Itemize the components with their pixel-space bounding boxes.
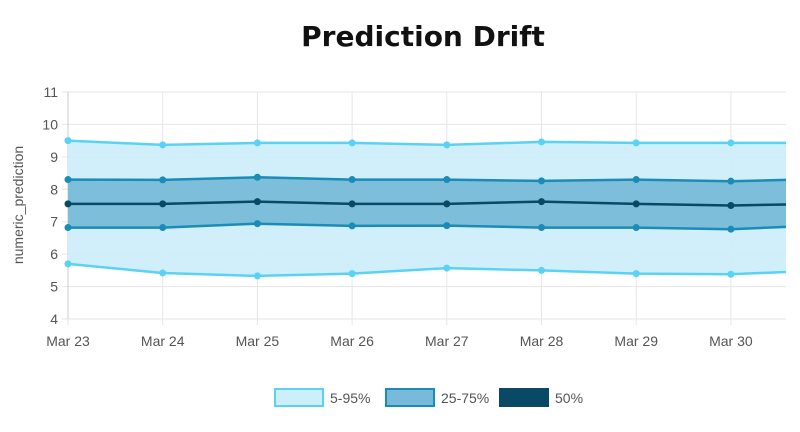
data-point <box>348 270 356 278</box>
data-point <box>253 220 261 228</box>
median-point <box>443 200 451 208</box>
y-tick-label: 6 <box>50 246 58 262</box>
data-point <box>64 176 72 184</box>
x-tick-label: Mar 25 <box>236 333 280 349</box>
y-tick-label: 11 <box>43 84 58 100</box>
median-point <box>538 198 545 206</box>
data-point <box>159 269 167 277</box>
series-points <box>64 137 735 280</box>
x-tick-label: Mar 26 <box>330 333 374 349</box>
data-point <box>159 176 167 184</box>
data-point <box>538 138 545 146</box>
y-tick-label: 9 <box>50 149 58 165</box>
x-tick-label: Mar 28 <box>520 333 564 349</box>
y-tick-label: 8 <box>50 181 58 197</box>
data-point <box>538 266 545 274</box>
y-tick-label: 5 <box>50 279 58 295</box>
median-point <box>727 202 735 209</box>
legend-label: 50% <box>555 390 583 406</box>
median-point <box>253 198 261 206</box>
data-point <box>727 177 735 185</box>
y-tick-label: 7 <box>50 214 58 230</box>
x-tick-label: Mar 29 <box>614 333 658 349</box>
legend-swatch <box>385 388 435 407</box>
chart-title: Prediction Drift <box>301 20 545 53</box>
data-point <box>348 222 356 230</box>
data-point <box>443 264 451 272</box>
median-point <box>348 200 356 208</box>
data-point <box>443 141 451 149</box>
y-tick-label: 10 <box>42 116 58 132</box>
data-point <box>64 224 72 232</box>
data-point <box>443 176 451 184</box>
median-point <box>159 200 167 208</box>
legend-label: 25-75% <box>441 390 489 406</box>
x-tick-label: Mar 24 <box>141 333 185 349</box>
data-point <box>632 176 640 184</box>
data-point <box>443 222 451 230</box>
x-tick-label: Mar 30 <box>709 333 753 349</box>
legend-swatch <box>499 388 549 407</box>
data-point <box>632 224 640 232</box>
legend-swatch <box>274 388 324 407</box>
data-point <box>727 270 735 278</box>
legend-label: 5-95% <box>330 390 370 406</box>
y-tick-label: 4 <box>50 311 58 327</box>
data-point <box>253 139 261 147</box>
data-point <box>538 177 545 185</box>
x-tick-label: Mar 23 <box>46 333 90 349</box>
median-point <box>64 200 72 208</box>
y-axis-label: numeric_prediction <box>10 146 26 264</box>
data-point <box>64 260 72 268</box>
data-point <box>348 139 356 147</box>
data-point <box>348 176 356 184</box>
data-point <box>727 225 735 233</box>
median-point <box>632 200 640 208</box>
axis-ticks: 4 5 6 7 8 9 10 11 Mar 23 Mar 24 Mar 25 Mar 26 Mar 27… <box>42 84 752 349</box>
legend: 5-95% 25-75% 50% <box>274 388 583 407</box>
data-point <box>159 224 167 232</box>
data-point <box>159 141 167 149</box>
band-areas <box>68 140 786 276</box>
data-point <box>253 173 261 181</box>
data-point <box>64 137 72 145</box>
data-point <box>632 270 640 278</box>
data-point <box>632 139 640 147</box>
x-tick-label: Mar 27 <box>425 333 469 349</box>
data-point <box>727 139 735 147</box>
data-point <box>538 224 545 232</box>
data-point <box>253 272 261 280</box>
